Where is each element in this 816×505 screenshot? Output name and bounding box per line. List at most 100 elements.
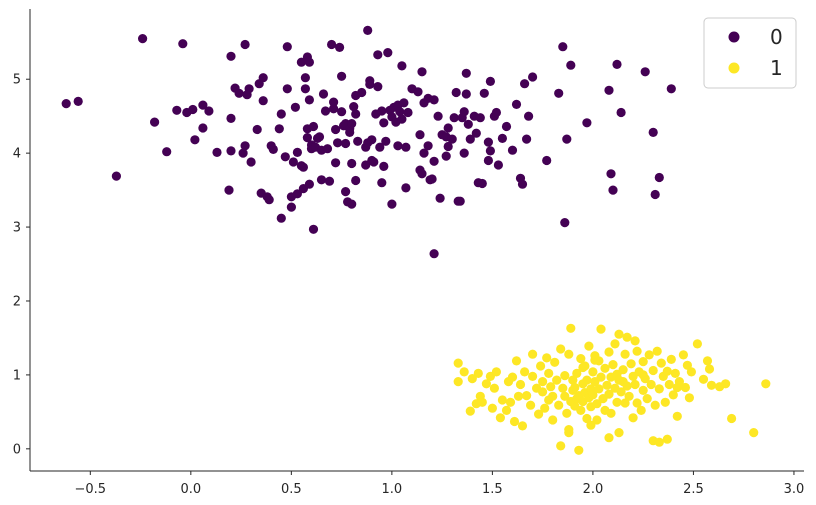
point-series-1-36 [542,353,552,363]
point-series-1-101 [618,365,628,375]
point-series-0-12 [198,123,208,133]
point-series-0-127 [399,98,409,108]
point-series-0-33 [264,195,274,205]
point-series-0-6 [172,105,182,115]
point-series-1-135 [670,368,680,378]
point-series-1-161 [614,375,624,385]
point-series-1-120 [644,350,654,360]
point-series-0-89 [347,119,357,129]
point-series-1-22 [513,391,524,401]
point-series-0-114 [379,161,389,171]
point-series-0-10 [190,135,200,145]
point-series-1-93 [608,360,618,370]
x-tick-label: −0.5 [75,482,107,497]
point-series-0-189 [554,88,564,98]
point-series-0-191 [560,218,570,228]
point-series-1-103 [620,398,630,408]
point-series-0-202 [650,189,660,200]
point-series-0-81 [337,71,347,81]
point-series-0-129 [401,183,411,193]
point-series-0-198 [612,59,622,69]
point-series-1-107 [624,391,634,401]
legend-marker-0 [728,31,740,43]
point-series-0-91 [347,158,357,169]
point-series-0-106 [369,157,379,167]
point-series-1-146 [706,380,717,390]
point-series-1-117 [638,357,648,367]
point-series-1-18 [505,397,516,407]
point-series-0-23 [240,39,250,50]
point-series-1-69 [582,413,592,424]
point-series-1-29 [528,349,538,359]
point-series-0-197 [608,185,618,195]
point-series-1-39 [546,382,556,392]
point-series-0-136 [417,169,427,179]
point-series-1-38 [544,368,554,378]
point-series-0-63 [308,121,319,132]
x-tick-label: 3.0 [784,482,805,497]
point-series-0-108 [373,82,383,92]
point-series-0-201 [648,127,658,137]
point-series-1-104 [620,349,630,359]
x-tick-label: 1.5 [482,482,503,497]
point-series-1-75 [588,367,598,377]
point-series-1-50 [562,408,572,418]
point-series-0-187 [528,72,538,82]
point-series-0-184 [520,79,530,89]
point-series-0-57 [304,57,314,67]
point-series-0-113 [379,118,389,128]
point-series-1-154 [662,366,672,376]
point-series-0-47 [292,147,302,157]
point-series-0-69 [318,89,329,99]
point-series-1-112 [632,346,642,356]
point-series-0-30 [258,73,268,83]
point-series-0-43 [286,202,296,212]
point-series-0-132 [413,87,423,97]
point-series-1-31 [534,409,544,419]
point-series-1-140 [682,360,693,370]
point-series-0-96 [353,136,363,146]
point-series-1-159 [578,362,588,373]
point-series-1-27 [526,400,536,410]
point-series-1-113 [632,398,642,408]
point-series-0-97 [357,87,367,98]
point-series-0-54 [302,133,312,143]
point-series-1-109 [628,413,638,423]
point-series-0-194 [582,118,592,128]
point-series-1-149 [727,413,737,424]
point-series-1-83 [596,324,606,334]
point-series-1-33 [538,387,548,397]
point-series-0-144 [429,249,439,259]
point-series-0-59 [304,95,314,105]
point-series-1-111 [630,379,640,390]
point-series-1-134 [668,390,678,400]
point-series-0-22 [240,141,250,151]
point-series-0-2 [111,171,121,181]
point-series-1-44 [554,400,564,410]
point-series-1-19 [507,372,518,382]
point-series-0-4 [150,117,160,127]
point-series-0-164 [465,134,475,144]
point-series-1-99 [614,329,624,339]
point-series-0-183 [517,179,528,189]
point-series-0-178 [497,133,507,143]
point-series-0-177 [493,160,503,170]
ticks-layer: −0.5 0.0 0.5 1.0 1.5 2.0 2.5 3.0 0 1 2 3 4 5 [13,73,805,497]
point-series-1-160 [590,355,600,365]
point-series-1-106 [622,332,632,342]
point-series-1-21 [511,356,522,366]
point-series-1-125 [652,346,662,356]
point-series-0-100 [363,25,373,35]
point-series-1-79 [592,399,602,409]
point-series-0-44 [288,157,298,167]
point-series-0-74 [329,104,339,114]
point-series-1-43 [552,375,562,385]
point-series-0-130 [403,107,413,118]
point-series-1-152 [702,356,713,366]
point-series-1-25 [520,367,530,377]
point-series-0-160 [459,107,469,117]
point-series-1-128 [656,358,666,368]
point-series-0-111 [377,106,387,116]
point-series-1-86 [600,363,610,373]
